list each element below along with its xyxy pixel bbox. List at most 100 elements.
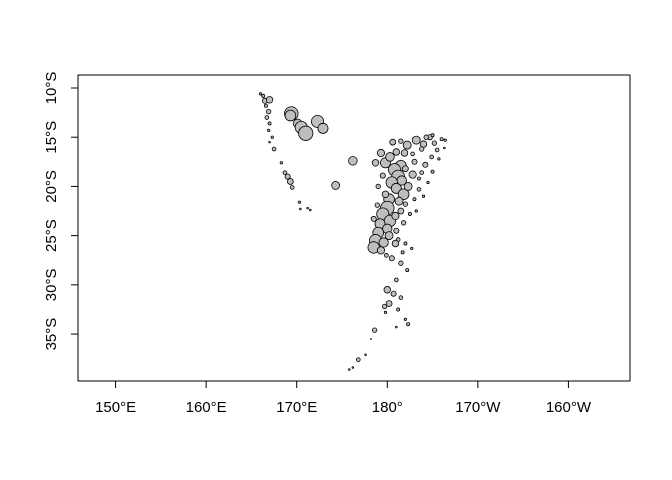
bubble — [375, 183, 381, 190]
bubble — [282, 170, 288, 175]
bubble — [298, 125, 314, 141]
bubble — [403, 317, 407, 321]
bubble — [419, 170, 424, 175]
bubble — [347, 368, 351, 371]
bubble — [371, 159, 380, 167]
bubble — [402, 140, 412, 150]
plot-frame — [77, 74, 631, 382]
x-tick-label: 170°W — [455, 399, 501, 416]
bubble — [306, 206, 309, 210]
bubble — [410, 246, 414, 251]
bubble — [284, 109, 297, 122]
bubble — [397, 207, 405, 215]
y-tick-label: 35°S — [43, 318, 60, 351]
bubble — [383, 286, 391, 294]
x-tick-label: 150°E — [95, 399, 136, 416]
bubble — [414, 209, 418, 213]
bubble — [267, 121, 272, 126]
bubble — [381, 303, 388, 310]
bubble — [397, 188, 410, 201]
bubble — [384, 231, 394, 241]
bubble — [376, 148, 385, 158]
bubble — [439, 137, 444, 142]
bubble — [261, 93, 266, 98]
bubble — [258, 92, 263, 96]
bubble — [331, 181, 341, 190]
bubble — [396, 175, 407, 186]
bubble — [289, 185, 295, 190]
bubble — [370, 338, 372, 340]
bubble — [431, 140, 438, 146]
y-tick-label: 25°S — [43, 219, 60, 252]
bubble — [416, 187, 422, 192]
bubble — [443, 138, 447, 142]
bubble — [392, 148, 401, 156]
bubble — [394, 277, 399, 283]
bubble — [317, 122, 329, 134]
bubble — [371, 327, 378, 333]
bubble — [265, 96, 274, 104]
bubble — [389, 138, 397, 146]
bubble — [263, 103, 268, 108]
bubble — [265, 108, 272, 115]
x-tick-label: 170°E — [276, 399, 317, 416]
bubble — [395, 325, 398, 329]
bubble — [364, 353, 367, 356]
bubble — [393, 227, 400, 234]
bubble — [411, 158, 418, 165]
bubble — [430, 133, 435, 138]
bubble — [410, 151, 415, 157]
bubble — [351, 366, 355, 369]
bubble — [309, 208, 312, 212]
bubble — [379, 172, 386, 179]
bubble — [287, 178, 294, 185]
bubble — [391, 211, 400, 220]
bubble — [407, 212, 412, 216]
bubble — [370, 215, 377, 222]
bubble — [383, 310, 388, 314]
bubble — [430, 169, 435, 174]
bubble — [384, 253, 389, 258]
bubble — [270, 135, 274, 139]
bubble — [390, 182, 402, 194]
bubble — [419, 146, 425, 152]
bubble — [403, 241, 408, 246]
bubble — [390, 290, 397, 297]
x-tick-label: 160°E — [186, 399, 227, 416]
bubble — [394, 196, 404, 206]
bubble — [268, 140, 271, 144]
bubble — [434, 147, 440, 153]
bubble — [378, 237, 389, 248]
bubble — [408, 170, 417, 179]
bubble — [417, 176, 421, 181]
bubble — [385, 152, 395, 162]
bubble — [419, 140, 428, 148]
bubble — [299, 207, 302, 211]
bubble — [402, 201, 409, 207]
bubble — [279, 161, 283, 165]
bubble — [398, 295, 404, 300]
bubble — [271, 146, 277, 152]
bubble — [400, 149, 409, 157]
bubble — [437, 157, 441, 161]
bubble — [402, 165, 409, 173]
bubble — [398, 260, 404, 266]
y-tick-label: 30°S — [43, 268, 60, 301]
bubble — [422, 161, 429, 168]
bubble — [264, 115, 270, 120]
bubble — [400, 250, 405, 255]
bubble — [267, 128, 271, 132]
bubble — [398, 138, 404, 144]
bubble — [348, 156, 358, 166]
bubble — [443, 146, 446, 150]
bubble — [421, 194, 426, 198]
bubble — [400, 220, 407, 226]
bubble — [284, 173, 291, 180]
bubble — [297, 200, 302, 204]
bubble — [396, 307, 401, 312]
bubble — [426, 180, 430, 185]
bubble — [406, 322, 411, 327]
bubble — [374, 202, 380, 208]
bubble — [429, 154, 434, 160]
